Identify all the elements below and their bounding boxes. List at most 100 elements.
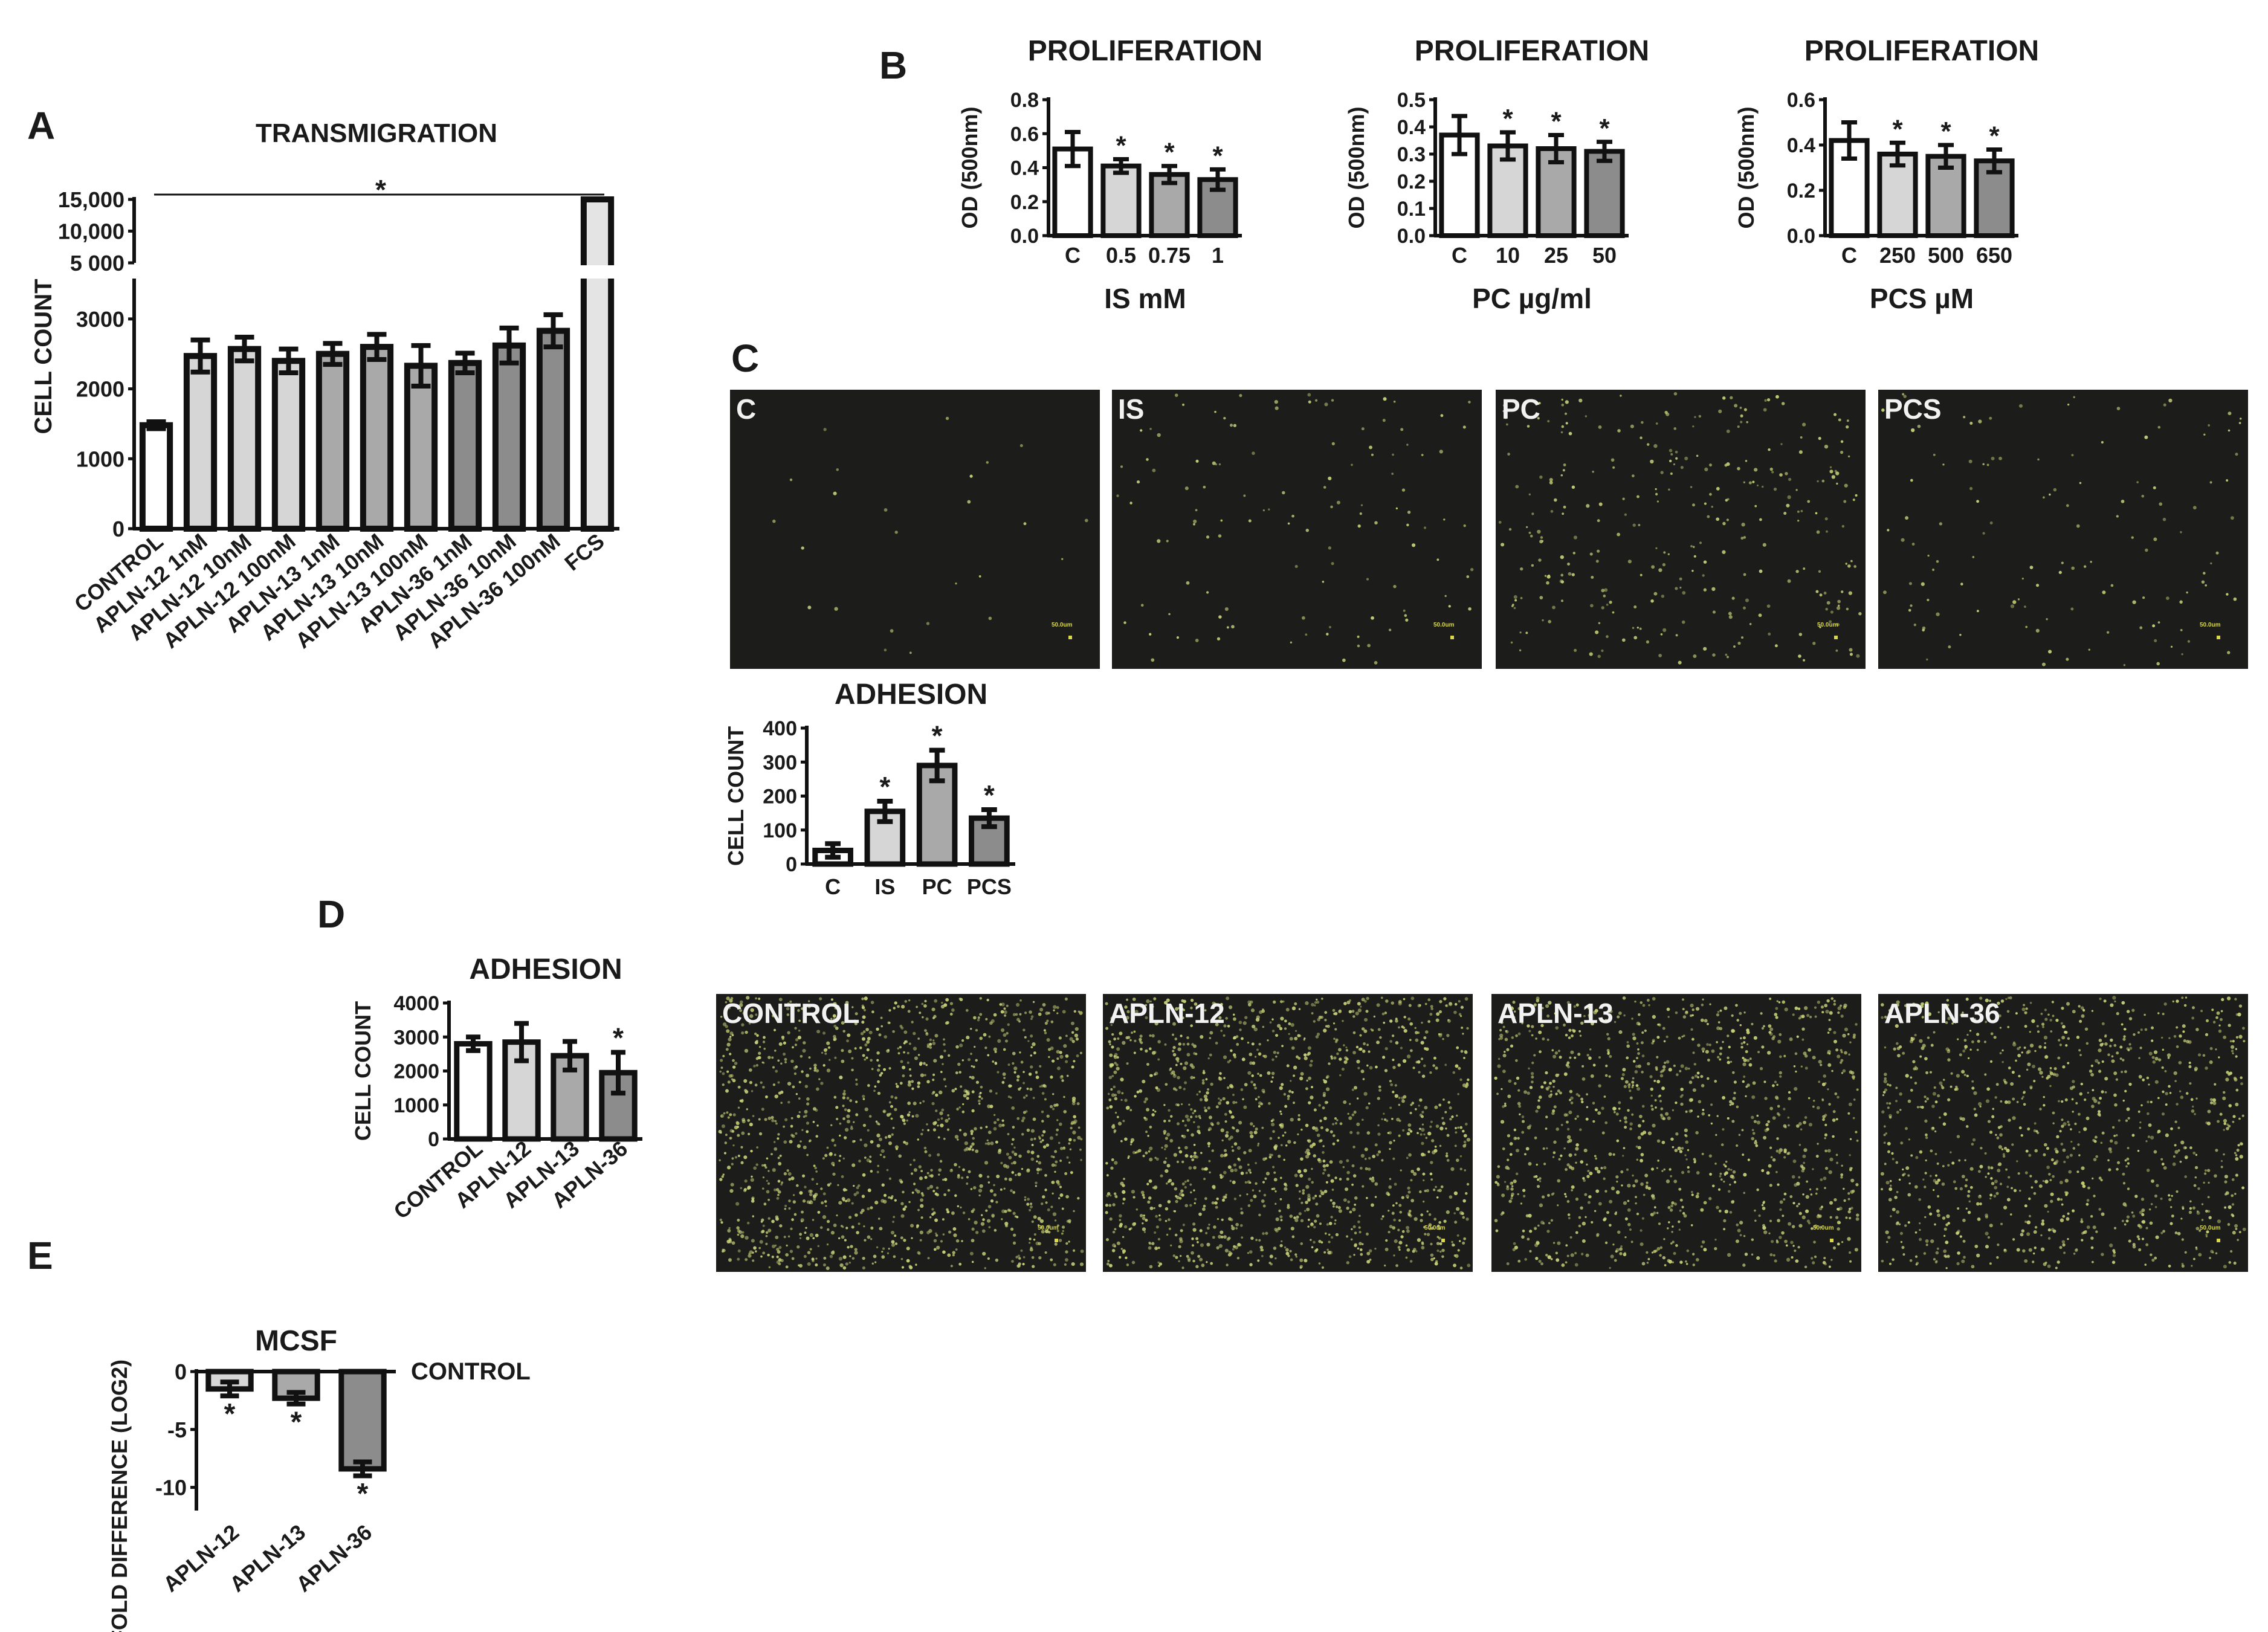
cell-dot	[1346, 1177, 1349, 1181]
cell-dot	[1849, 1070, 1853, 1074]
cell-dot	[1413, 1248, 1417, 1251]
cell-dot	[737, 1218, 740, 1222]
cell-dot	[1761, 1169, 1765, 1172]
cell-dot	[847, 1109, 851, 1112]
cell-dot	[854, 1251, 858, 1255]
cell-dot	[1219, 1007, 1222, 1010]
cell-dot	[1175, 1063, 1178, 1066]
cell-dot	[1779, 1148, 1783, 1152]
cell-dot	[1318, 1104, 1321, 1107]
cell-dot	[1530, 534, 1533, 538]
cell-dot	[1570, 1050, 1574, 1054]
cell-dot	[1467, 1078, 1470, 1082]
cell-dot	[1505, 1030, 1508, 1033]
cell-dot	[1254, 1056, 1257, 1058]
cell-dot	[1358, 1226, 1361, 1229]
cell-dot	[1255, 1239, 1258, 1242]
cell-dot	[1186, 1179, 1189, 1182]
cell-dot	[1691, 503, 1695, 507]
cell-dot	[1754, 468, 1758, 472]
cell-dot	[1139, 1040, 1142, 1043]
cell-dot	[1366, 1251, 1371, 1256]
cell-dot	[1017, 1172, 1021, 1176]
cell-dot	[1212, 461, 1216, 465]
cell-dot	[1770, 1156, 1773, 1159]
cell-dot	[1552, 1242, 1556, 1244]
cell-dot	[735, 1121, 739, 1124]
cell-dot	[1502, 1069, 1506, 1074]
cell-dot	[774, 1050, 777, 1052]
cell-dot	[1697, 1076, 1699, 1079]
cell-dot	[1258, 1095, 1260, 1098]
cell-dot	[1240, 1211, 1244, 1215]
cell-dot	[1803, 1148, 1808, 1152]
cell-dot	[1208, 1224, 1210, 1226]
cell-dot	[1560, 555, 1564, 560]
cell-dot	[1233, 424, 1237, 427]
cell-dot	[1464, 1192, 1468, 1195]
cell-dot	[796, 1144, 801, 1148]
x-axis-label: PCS µM	[1870, 283, 1974, 314]
cell-dot	[1306, 1207, 1310, 1211]
cell-dot	[1291, 1046, 1295, 1050]
cell-dot	[1663, 1238, 1665, 1240]
cell-dot	[1193, 1143, 1196, 1146]
cell-dot	[1056, 1057, 1059, 1060]
cell-dot	[1557, 1204, 1559, 1207]
cell-dot	[1462, 425, 1466, 429]
cell-dot	[1224, 1248, 1229, 1253]
cell-dot	[1504, 416, 1508, 419]
cell-dot	[1116, 494, 1119, 497]
cell-dot	[899, 1024, 903, 1028]
cell-dot	[1172, 1074, 1177, 1078]
y-tick-label: 0.4	[1397, 116, 1426, 139]
cell-dot	[1548, 1019, 1550, 1022]
cell-dot	[1542, 1195, 1545, 1199]
cell-dot	[842, 1092, 846, 1096]
cell-dot	[1395, 507, 1398, 510]
cell-dot	[1042, 1195, 1045, 1199]
cell-dot	[1684, 1134, 1687, 1137]
cell-dot	[764, 1118, 767, 1121]
cell-dot	[1622, 1155, 1624, 1157]
cell-dot	[1623, 1014, 1626, 1017]
cell-dot	[1528, 1067, 1530, 1070]
cell-dot	[1723, 1219, 1727, 1223]
cell-dot	[1562, 469, 1565, 472]
cell-dot	[1635, 1145, 1638, 1148]
cell-dot	[1206, 1088, 1210, 1091]
cell-dot	[830, 1018, 833, 1021]
cell-dot	[908, 999, 911, 1002]
cell-dot	[729, 1031, 734, 1036]
cell-dot	[1797, 520, 1800, 522]
cell-dot	[1459, 1015, 1462, 1018]
cell-dot	[1843, 1187, 1845, 1190]
cell-dot	[1282, 1134, 1285, 1137]
cell-dot	[1591, 576, 1594, 579]
cell-dot	[1334, 1222, 1336, 1225]
cell-dot	[1758, 613, 1762, 618]
cell-dot	[1291, 1235, 1295, 1239]
cell-dot	[1740, 1045, 1743, 1049]
cell-dot	[1246, 1193, 1249, 1196]
cell-dot	[1694, 416, 1696, 418]
cell-dot	[1249, 1061, 1253, 1065]
cell-dot	[1415, 1250, 1418, 1253]
cell-dot	[898, 1154, 902, 1158]
cell-dot	[758, 1132, 763, 1136]
cell-dot	[746, 1221, 750, 1225]
cell-dot	[1203, 1204, 1206, 1208]
cell-dot	[987, 1175, 990, 1178]
cell-dot	[1149, 1125, 1152, 1129]
cell-dot	[1779, 1075, 1782, 1078]
cell-dot	[1282, 491, 1285, 495]
cell-dot	[1798, 1122, 1802, 1126]
cell-dot	[1455, 1127, 1457, 1129]
cell-dot	[1691, 1037, 1695, 1041]
cell-dot	[1678, 1187, 1682, 1191]
cell-dot	[1360, 504, 1363, 506]
cell-dot	[925, 1017, 929, 1021]
cell-dot	[768, 1266, 771, 1269]
cell-dot	[1565, 1113, 1569, 1117]
cell-dot	[1371, 1203, 1374, 1207]
